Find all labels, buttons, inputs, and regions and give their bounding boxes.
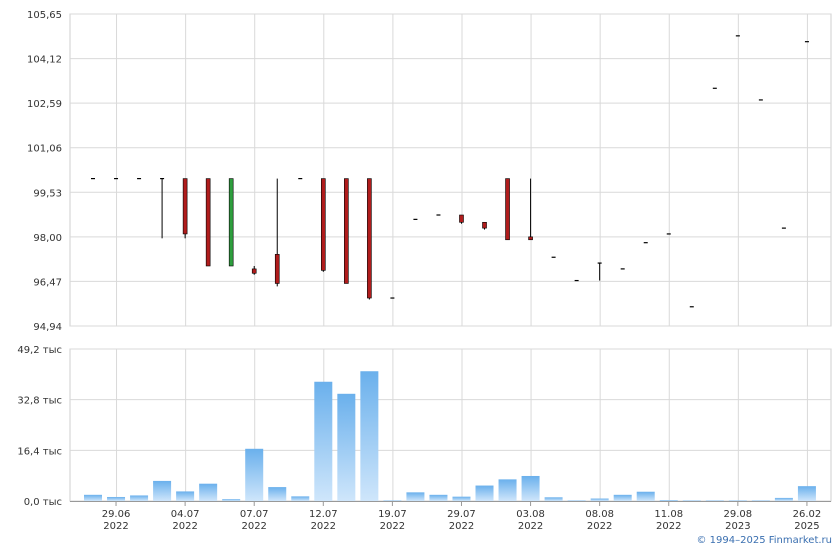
candle-body — [367, 178, 372, 299]
volume-tick-label: 0,0 тыс — [24, 497, 62, 508]
volume-bar — [268, 487, 287, 501]
x-tick-label-year: 2022 — [241, 521, 266, 532]
volume-bar — [84, 494, 102, 501]
volume-bar — [337, 393, 356, 501]
candle-body — [182, 178, 188, 235]
x-tick-label-year: 2022 — [449, 521, 474, 532]
x-tick-label-date: 26.02 — [793, 509, 822, 520]
price-tick-label: 102,59 — [27, 99, 62, 110]
candle — [274, 178, 280, 287]
x-tick-label-year: 2022 — [103, 521, 128, 532]
x-tick-label-year: 2022 — [311, 521, 336, 532]
price-tick-label: 104,12 — [27, 55, 62, 66]
volume-bar — [521, 475, 540, 501]
candle — [228, 178, 234, 267]
volume-tick-label: 16,4 тыс — [17, 446, 62, 457]
volume-bar — [567, 500, 586, 501]
candle-body — [459, 214, 464, 223]
candle-body — [274, 254, 280, 284]
price-plot-frame — [69, 13, 832, 327]
x-tick-label-year: 2023 — [725, 521, 750, 532]
volume-bar — [153, 480, 172, 501]
candle — [367, 178, 372, 300]
volume-tick-label: 32,8 тыс — [17, 396, 62, 407]
x-tick-label-date: 07.07 — [240, 509, 269, 520]
x-tick-label-year: 2022 — [587, 521, 612, 532]
x-tick-label-date: 19.07 — [378, 509, 407, 520]
candle — [251, 265, 257, 275]
x-tick-label-date: 29.06 — [102, 509, 131, 520]
volume-bar — [360, 371, 379, 501]
copyright-text[interactable]: © 1994–2025 Finmarket.ru — [696, 535, 832, 546]
volume-bar — [498, 479, 517, 501]
volume-bar — [682, 500, 701, 501]
candle-body — [320, 178, 326, 271]
volume-bar — [245, 448, 264, 501]
price-tick-label: 101,06 — [27, 144, 62, 155]
candle — [182, 178, 188, 239]
volume-bar — [130, 495, 149, 501]
volume-plot-frame — [69, 348, 832, 502]
x-tick-label-year: 2022 — [656, 521, 681, 532]
volume-bar — [751, 500, 770, 501]
volume-bar — [314, 381, 333, 501]
candle-body — [344, 178, 349, 284]
x-tick-label-year: 2025 — [794, 521, 819, 532]
volume-bar — [406, 492, 425, 501]
volume-bar — [774, 497, 793, 501]
price-tick-label: 94,94 — [33, 322, 62, 333]
candle — [482, 221, 487, 230]
volume-bar — [544, 497, 563, 501]
candle — [320, 178, 326, 272]
x-tick-label-date: 04.07 — [171, 509, 200, 520]
candle-body — [228, 178, 234, 267]
volume-bar — [199, 483, 218, 501]
volume-panel: 49,2 тыс 32,8 тыс 16,4 тыс 0,0 тыс — [17, 345, 832, 508]
volume-bar — [659, 500, 678, 501]
x-tick-label-date: 08.08 — [585, 509, 614, 520]
x-tick-label-year: 2022 — [172, 521, 197, 532]
x-tick-label-date: 29.08 — [724, 509, 753, 520]
volume-bar — [291, 496, 310, 501]
volume-bar — [222, 499, 241, 501]
volume-bar — [797, 486, 816, 501]
volume-bar — [728, 500, 747, 501]
candle-body — [482, 221, 487, 229]
price-tick-label: 99,53 — [33, 188, 62, 199]
candle — [505, 178, 510, 241]
price-tick-label: 96,47 — [33, 277, 62, 288]
volume-tick-label: 49,2 тыс — [17, 345, 62, 356]
candle-body — [205, 178, 211, 267]
volume-bar — [429, 494, 448, 501]
candle — [597, 262, 602, 281]
volume-bar — [107, 496, 126, 501]
volume-bar — [452, 496, 471, 501]
x-tick-label-date: 03.08 — [516, 509, 545, 520]
candle — [344, 178, 349, 284]
candle — [160, 177, 165, 239]
x-tick-label-date: 29.07 — [447, 509, 476, 520]
candle — [528, 178, 533, 241]
volume-bar — [590, 498, 609, 501]
candle — [459, 214, 464, 224]
volume-bar — [176, 491, 195, 501]
candle-body — [505, 178, 510, 241]
candle-body — [251, 268, 257, 274]
price-tick-label: 98,00 — [33, 233, 62, 244]
x-tick-label-year: 2022 — [380, 521, 405, 532]
x-tick-label-date: 12.07 — [309, 509, 338, 520]
price-panel: 105,65 104,12 102,59 101,06 99,53 98,00 96,47 9… — [27, 10, 832, 333]
x-axis: 29.06202204.07202207.07202212.07202219.0… — [70, 501, 831, 532]
volume-bar — [636, 491, 655, 501]
candle-body — [528, 236, 533, 241]
volume-bar — [705, 500, 724, 501]
volume-bar — [383, 500, 402, 501]
x-tick-label-year: 2022 — [518, 521, 543, 532]
price-tick-label: 105,65 — [27, 10, 62, 21]
x-tick-label-date: 11.08 — [654, 509, 683, 520]
volume-bar — [475, 485, 494, 501]
volume-bar — [613, 494, 632, 501]
candle — [205, 178, 211, 267]
